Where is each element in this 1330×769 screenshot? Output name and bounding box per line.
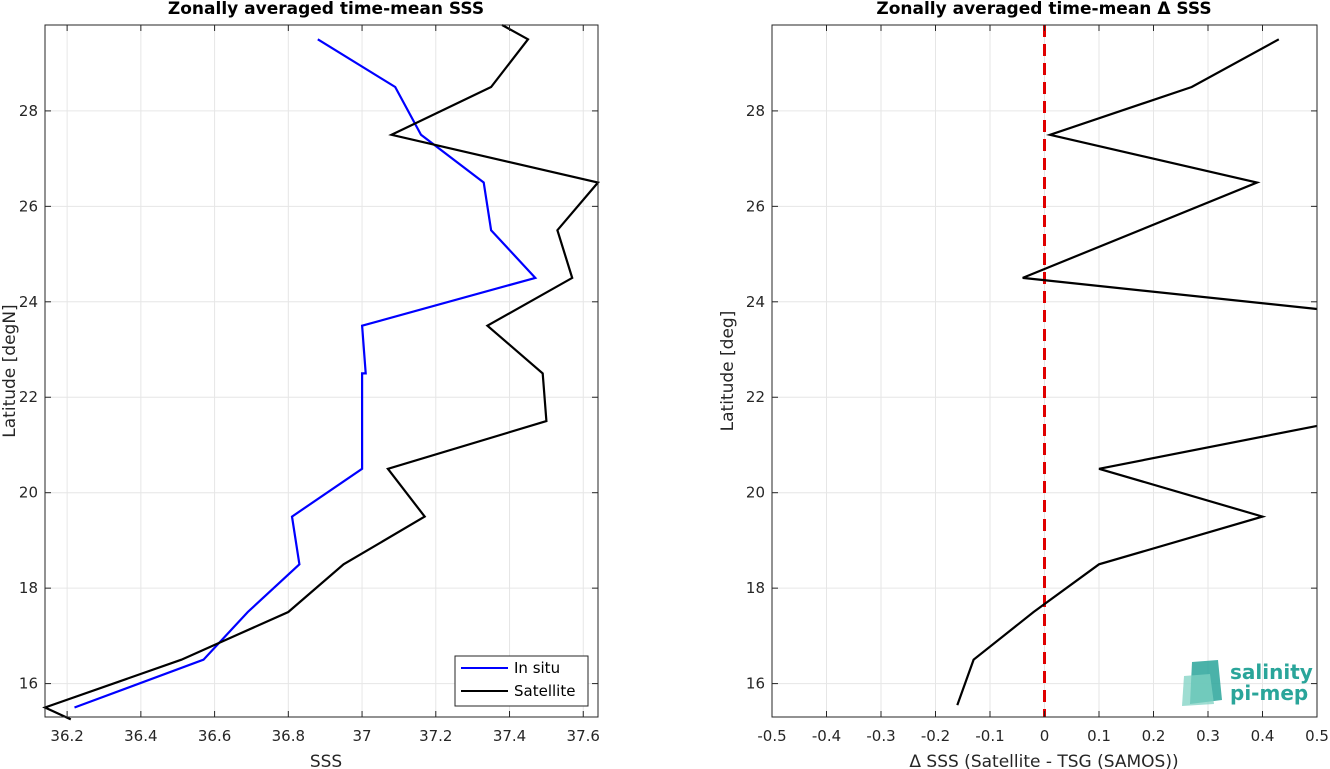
y-tick-label: 26 [19, 197, 38, 215]
x-tick-label: 0.5 [1305, 727, 1329, 745]
x-axis-label-sss: SSS [310, 752, 342, 769]
x-tick-label: 0.1 [1087, 727, 1111, 745]
y-tick-label: 28 [746, 102, 765, 120]
grid-sss [45, 25, 598, 717]
x-tick-label: 36.4 [124, 727, 157, 745]
marks-sss [42, 24, 601, 721]
y-tick-label: 24 [746, 293, 765, 311]
chart-title-delta: Zonally averaged time-mean Δ SSS [876, 0, 1211, 19]
legend-label-in-situ: In situ [514, 659, 560, 677]
y-tick-label: 20 [19, 484, 38, 502]
series-line-satellite [42, 24, 601, 721]
legend-box [454, 655, 589, 707]
chart-title-sss: Zonally averaged time-mean SSS [168, 0, 484, 19]
panel-delta-sss: -0.5 -0.4 -0.3 -0.2 -0.1 0 0.1 0.2 0.3 0.4 0.5 16 18… [718, 0, 1329, 769]
series-line-in-situ [74, 38, 538, 709]
series-line-segment-0 [956, 424, 1318, 706]
legend: In situ Satellite [454, 655, 589, 707]
x-tick-label: 36.2 [50, 727, 83, 745]
x-tick-label: 37.6 [567, 727, 600, 745]
x-tick-label: -0.4 [812, 727, 841, 745]
x-tick-label: 37.4 [493, 727, 526, 745]
y-tick-label: 16 [746, 675, 765, 693]
y-tick-label: 18 [19, 579, 38, 597]
x-tick-label: 36.8 [272, 727, 305, 745]
ticks-sss: 36.2 36.4 36.6 36.8 37 37.2 37.4 37.6 16 18 20 22 24… [19, 25, 600, 745]
series-line-segment-1 [1022, 38, 1318, 311]
legend-label-satellite: Satellite [514, 682, 575, 700]
y-tick-label: 20 [746, 484, 765, 502]
y-axis-label-delta: Latitude [deg] [718, 311, 738, 432]
salinity-pi-mep-logo: salinity pi-mep [1182, 660, 1313, 706]
logo-mark-front [1182, 674, 1214, 706]
x-tick-label: 36.6 [198, 727, 231, 745]
x-tick-label: -0.2 [921, 727, 950, 745]
y-tick-label: 22 [19, 388, 38, 406]
y-tick-label: 26 [746, 197, 765, 215]
panel-sss: 36.2 36.4 36.6 36.8 37 37.2 37.4 37.6 16 18 20 22 24… [0, 0, 601, 769]
x-tick-label: -0.5 [757, 727, 786, 745]
logo-text-salinity: salinity [1230, 660, 1313, 684]
y-tick-label: 28 [19, 102, 38, 120]
x-tick-label: 0 [1040, 727, 1050, 745]
ticks-delta: -0.5 -0.4 -0.3 -0.2 -0.1 0 0.1 0.2 0.3 0.4 0.5 16 18… [746, 25, 1329, 745]
marks-delta [956, 25, 1318, 717]
x-tick-label: -0.1 [975, 727, 1004, 745]
x-tick-label: 37 [353, 727, 372, 745]
x-tick-label: -0.3 [866, 727, 895, 745]
y-tick-label: 16 [19, 675, 38, 693]
x-tick-label: 0.2 [1142, 727, 1166, 745]
plot-area-sss [45, 25, 598, 717]
logo-text-pi-mep: pi-mep [1230, 681, 1308, 705]
axes-box-sss [44, 24, 599, 718]
x-tick-label: 0.4 [1251, 727, 1275, 745]
x-tick-label: 37.2 [419, 727, 452, 745]
y-axis-label-sss: Latitude [degN] [0, 304, 20, 437]
y-tick-label: 24 [19, 293, 38, 311]
x-axis-label-delta: Δ SSS (Satellite - TSG (SAMOS)) [909, 752, 1178, 769]
y-tick-label: 22 [746, 388, 765, 406]
y-tick-label: 18 [746, 579, 765, 597]
x-tick-label: 0.3 [1196, 727, 1220, 745]
